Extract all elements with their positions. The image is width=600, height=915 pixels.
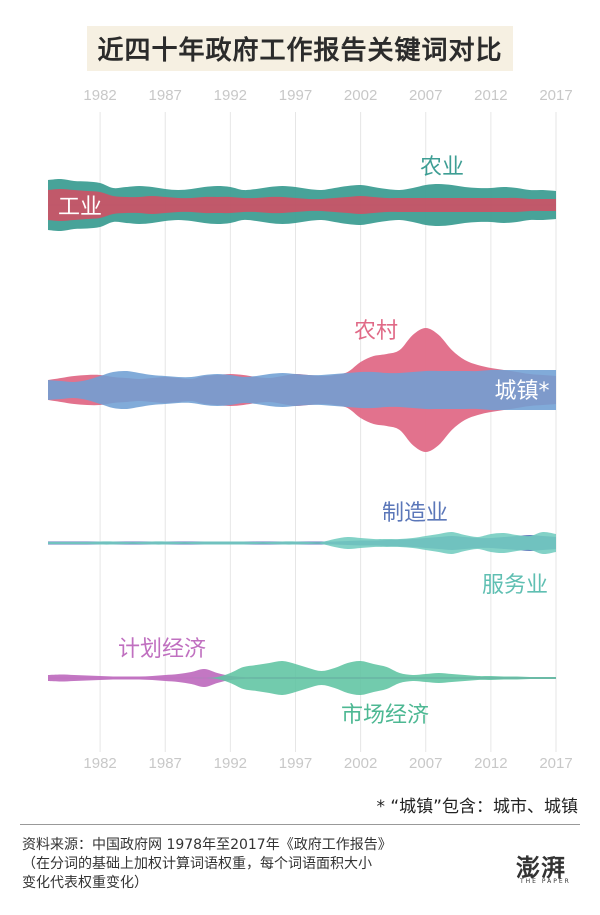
series-label-市场经济: 市场经济 xyxy=(341,703,429,728)
series-label-制造业: 制造业 xyxy=(382,501,448,526)
bottom-tick-1987: 1987 xyxy=(149,755,182,772)
source-line-3: 变化代表权重变化） xyxy=(22,875,148,891)
series-label-农业: 农业 xyxy=(420,155,464,180)
source-line-1: 资料来源：中国政府网 1978年至2017年《政府工作报告》 xyxy=(22,837,392,853)
series-label-城镇*: 城镇* xyxy=(494,379,549,404)
bottom-tick-2017: 2017 xyxy=(539,755,572,772)
bottom-tick-2012: 2012 xyxy=(474,755,507,772)
bottom-tick-1992: 1992 xyxy=(214,755,247,772)
bottom-tick-1997: 1997 xyxy=(279,755,312,772)
top-tick-2017: 2017 xyxy=(539,87,572,104)
bottom-tick-2007: 2007 xyxy=(409,755,442,772)
stream-市场经济 xyxy=(48,660,556,696)
top-tick-1997: 1997 xyxy=(279,87,312,104)
series-label-计划经济: 计划经济 xyxy=(118,637,206,662)
footnote: * “城镇”包含：城市、城镇 xyxy=(376,797,578,817)
series-label-服务业: 服务业 xyxy=(482,573,548,598)
bottom-tick-1982: 1982 xyxy=(83,755,116,772)
page-title: 近四十年政府工作报告关键词对比 xyxy=(87,26,513,71)
stream-城镇* xyxy=(48,369,556,411)
source-note: 资料来源：中国政府网 1978年至2017年《政府工作报告》 （在分词的基础上加… xyxy=(22,836,482,893)
stream-服务业 xyxy=(48,531,556,555)
series-label-农村: 农村 xyxy=(354,319,398,344)
top-tick-2007: 2007 xyxy=(409,87,442,104)
streamgraph-chart: 1982 1982 1987 1987 1992 1992 1997 1997 2002 2002… xyxy=(48,87,573,772)
stream-工业 xyxy=(48,189,556,221)
divider xyxy=(20,824,580,825)
top-tick-1982: 1982 xyxy=(83,87,116,104)
logo: 澎湃 xyxy=(516,853,566,882)
bottom-tick-2002: 2002 xyxy=(344,755,377,772)
top-tick-2012: 2012 xyxy=(474,87,507,104)
top-tick-2002: 2002 xyxy=(344,87,377,104)
top-tick-1987: 1987 xyxy=(149,87,182,104)
source-line-2: （在分词的基础上加权计算词语权重，每个词语面积大小 xyxy=(22,856,372,872)
series-label-工业: 工业 xyxy=(58,195,102,220)
logo-subtitle: THE PAPER xyxy=(520,878,571,885)
top-tick-1992: 1992 xyxy=(214,87,247,104)
